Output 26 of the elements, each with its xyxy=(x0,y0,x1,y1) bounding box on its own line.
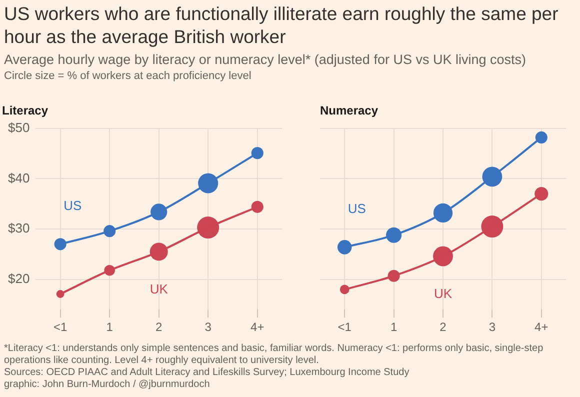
x-tick-label: 3 xyxy=(204,320,212,334)
series-label: UK xyxy=(434,286,452,302)
series-label: US xyxy=(64,198,82,214)
chart-title: Literacy xyxy=(2,104,48,118)
series-label: UK xyxy=(150,282,168,297)
x-tick-label: <1 xyxy=(53,320,68,334)
series-label: US xyxy=(348,201,366,216)
text: US workers who are functionally illiterate earn roughly the same per hour as the average British worker xyxy=(4,2,560,48)
x-tick-label: 4+ xyxy=(250,320,264,334)
x-tick-label: <1 xyxy=(338,320,352,334)
text: Average hourly wage by literacy or numeracy level* (adjusted for US vs UK living costs) xyxy=(4,52,527,67)
x-tick-label: 1 xyxy=(106,320,114,334)
y-tick-label: $30 xyxy=(8,220,30,236)
y-tick-label: $40 xyxy=(8,170,30,186)
x-tick-label: 2 xyxy=(440,320,447,334)
chart-title: Numeracy xyxy=(320,104,378,118)
x-tick-label: 2 xyxy=(156,320,162,334)
text: *Literacy <1: understands only simple sentences and basic, familiar words. Numeracy <1: performs only basic, single-step operations like counting. Level 4+ roughly equivalent to university level. xyxy=(4,343,544,367)
y-tick-label: $20 xyxy=(8,270,30,286)
x-tick-label: 1 xyxy=(390,320,398,334)
x-tick-label: 3 xyxy=(488,320,496,334)
text: Circle size = % of workers at each proficiency level xyxy=(4,70,252,82)
source-note: Sources: OECD PIAAC and Adult Literacy and Lifeskills Survey; Luxembourg Income Study xyxy=(4,367,410,379)
x-tick-label: 4+ xyxy=(534,320,548,334)
y-tick-label: $50 xyxy=(8,120,30,135)
text: graphic: John Burn-Murdoch / @jburnmurdoch xyxy=(4,379,211,391)
